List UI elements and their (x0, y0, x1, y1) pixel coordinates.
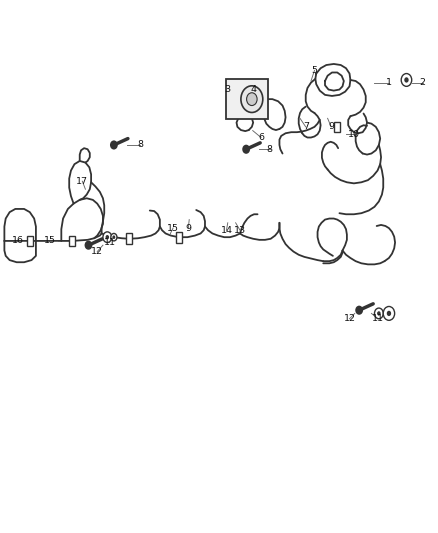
Circle shape (356, 306, 362, 314)
Circle shape (401, 74, 412, 86)
Text: 5: 5 (311, 66, 318, 75)
Text: 8: 8 (137, 141, 143, 149)
Circle shape (113, 236, 115, 239)
Circle shape (383, 306, 395, 320)
Circle shape (103, 232, 112, 243)
Text: 11: 11 (372, 314, 384, 323)
Text: 2: 2 (420, 78, 426, 87)
Text: 14: 14 (220, 226, 233, 235)
Circle shape (85, 241, 92, 249)
Text: 7: 7 (303, 123, 309, 131)
Circle shape (243, 146, 249, 153)
Text: 10: 10 (348, 130, 360, 139)
Circle shape (247, 93, 257, 106)
Text: 17: 17 (76, 177, 88, 185)
Text: 15: 15 (167, 224, 179, 232)
Circle shape (404, 77, 409, 83)
Text: 4: 4 (250, 85, 256, 94)
Text: 8: 8 (267, 145, 273, 154)
FancyBboxPatch shape (226, 79, 268, 119)
Text: 12: 12 (343, 314, 356, 323)
Circle shape (374, 308, 383, 319)
Text: 1: 1 (385, 78, 392, 87)
Circle shape (106, 235, 109, 239)
Text: 13: 13 (234, 226, 246, 235)
Text: 15: 15 (44, 237, 57, 245)
Text: 9: 9 (328, 123, 334, 131)
Bar (335, 122, 340, 132)
Circle shape (111, 141, 117, 149)
Text: 16: 16 (12, 237, 25, 245)
Text: 9: 9 (185, 224, 191, 232)
Text: 12: 12 (91, 247, 103, 256)
Circle shape (388, 312, 390, 315)
Text: 3: 3 (224, 85, 230, 94)
Circle shape (387, 311, 391, 316)
Circle shape (113, 236, 115, 239)
Circle shape (378, 312, 380, 315)
Bar (176, 232, 182, 243)
Text: 6: 6 (258, 133, 264, 142)
Circle shape (405, 78, 408, 82)
Bar (126, 233, 132, 244)
Bar (27, 236, 32, 246)
Bar (69, 236, 75, 246)
Circle shape (106, 236, 109, 239)
Text: 11: 11 (103, 238, 116, 247)
Circle shape (111, 233, 117, 241)
Circle shape (377, 311, 381, 316)
Circle shape (241, 86, 263, 112)
